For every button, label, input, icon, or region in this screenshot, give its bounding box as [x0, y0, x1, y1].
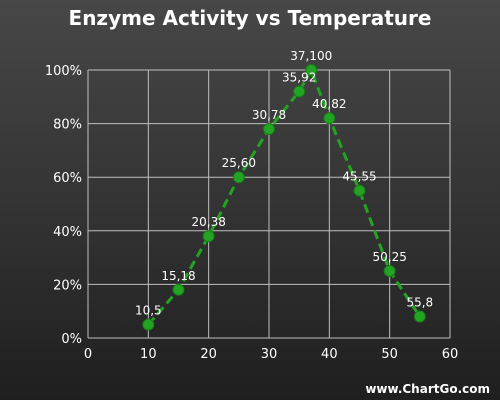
data-label: 55,8: [406, 296, 433, 310]
data-label: 40,82: [312, 97, 346, 111]
data-label: 10,5: [135, 304, 162, 318]
x-tick-label: 30: [261, 347, 278, 362]
y-tick-label: 0%: [61, 332, 82, 347]
data-label: 25,60: [222, 156, 256, 170]
y-tick-label: 80%: [53, 118, 82, 133]
grid: [87, 69, 451, 339]
y-tick-label: 20%: [53, 278, 82, 293]
data-point: [232, 171, 245, 184]
series-polyline: [147, 66, 422, 326]
y-tick-label: 40%: [53, 225, 82, 240]
x-tick-label: 0: [84, 347, 92, 362]
y-tick-label: 60%: [53, 171, 82, 186]
x-tick-label: 20: [200, 347, 217, 362]
data-point: [305, 64, 318, 76]
data-label: 20,38: [191, 215, 225, 229]
axes: 0 10 20 30 40 50 60 0% 20% 40% 60% 80% 100%: [45, 64, 458, 362]
data-point: [293, 85, 306, 98]
data-label: 45,55: [342, 170, 376, 184]
data-label: 37,100: [290, 49, 332, 63]
data-point: [413, 310, 426, 323]
data-points: [142, 64, 426, 331]
data-label: 35,92: [282, 70, 316, 84]
data-point: [383, 265, 396, 277]
data-point: [353, 184, 366, 197]
data-point: [202, 230, 215, 243]
data-point: [172, 283, 185, 296]
series-line: [147, 66, 422, 326]
x-tick-label: 10: [140, 347, 157, 362]
data-label: 50,25: [372, 250, 406, 264]
data-point: [142, 318, 155, 331]
data-label: 30,78: [252, 108, 286, 122]
data-point: [263, 122, 275, 135]
x-tick-label: 50: [381, 347, 398, 362]
watermark: www.ChartGo.com: [365, 382, 490, 396]
chart-title: Enzyme Activity vs Temperature: [69, 6, 432, 30]
data-label: 15,18: [161, 269, 195, 283]
y-tick-label: 100%: [45, 64, 82, 79]
x-tick-label: 60: [442, 347, 459, 362]
x-tick-label: 40: [321, 347, 338, 362]
data-labels: 10,5 15,18 20,38 25,60 30,78 35,92 37,100 40,82…: [135, 49, 433, 318]
data-point: [323, 112, 336, 125]
